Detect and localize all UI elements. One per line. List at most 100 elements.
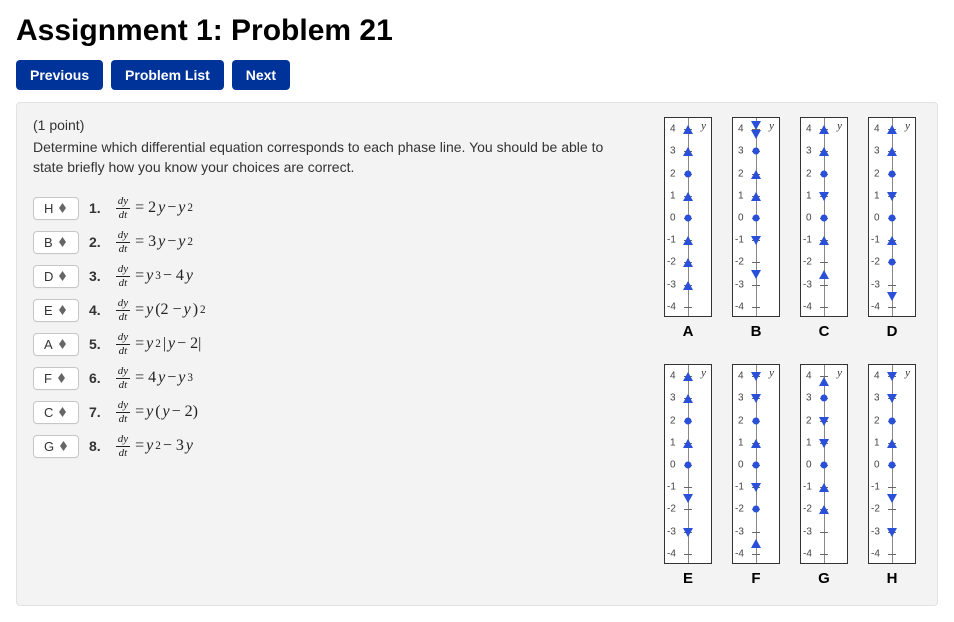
tick-label: -2 [735, 504, 744, 515]
tick-label: 4 [738, 124, 744, 135]
equilibrium-point [685, 170, 692, 177]
equation-list: H 1.dydt = 2y − y2B 2.dydt = 3y − y2D 3.… [33, 196, 637, 459]
equation-number: 6. [89, 370, 101, 386]
arrow-up-icon [819, 236, 829, 245]
equation-number: 3. [89, 268, 101, 284]
equation-row: C 7.dydt = y(y − 2) [33, 400, 637, 425]
tick-label: 4 [874, 371, 880, 382]
axis-label-y: y [837, 120, 842, 132]
equilibrium-point [753, 417, 760, 424]
arrow-down-icon [887, 372, 897, 381]
answer-dropdown[interactable]: B [33, 231, 79, 254]
tick-label: -2 [667, 504, 676, 515]
dropdown-selected-value: E [44, 303, 53, 318]
arrow-down-icon [751, 394, 761, 403]
tick-label: -3 [735, 526, 744, 537]
tick-label: 4 [670, 371, 676, 382]
tick-label: 1 [874, 437, 880, 448]
equation-row: G 8.dydt = y2 − 3y [33, 434, 637, 459]
tick-label: 2 [670, 415, 676, 426]
tick-label: -3 [735, 279, 744, 290]
tick-label: -1 [735, 235, 744, 246]
phase-line-graph: y43210-1-2-3-4 [868, 364, 916, 564]
equation-row: A 5.dydt = y2|y − 2| [33, 332, 637, 357]
equilibrium-point [889, 417, 896, 424]
dropdown-selected-value: G [44, 439, 54, 454]
tick-label: -4 [803, 548, 812, 559]
tick-label: 0 [670, 460, 676, 471]
phase-line-label: D [887, 323, 898, 340]
axis-label-y: y [701, 367, 706, 379]
phase-line-label: G [818, 570, 830, 587]
tick-label: -2 [803, 257, 812, 268]
arrow-up-icon [887, 439, 897, 448]
arrow-up-icon [751, 439, 761, 448]
previous-button[interactable]: Previous [16, 60, 103, 90]
phase-line-cell: y43210-1-2-3-4C [795, 117, 853, 340]
tick-label: 3 [670, 146, 676, 157]
tick-label: -3 [803, 279, 812, 290]
arrow-down-icon [751, 483, 761, 492]
tick-label: -2 [667, 257, 676, 268]
equation-expression: dydt = y(y − 2) [113, 400, 198, 425]
tick-label: 1 [806, 190, 812, 201]
tick-label: 0 [806, 460, 812, 471]
phase-line-label: F [751, 570, 760, 587]
tick-label: 2 [738, 168, 744, 179]
arrow-up-icon [683, 147, 693, 156]
answer-dropdown[interactable]: H [33, 197, 79, 220]
answer-dropdown[interactable]: D [33, 265, 79, 288]
equation-row: B 2.dydt = 3y − y2 [33, 230, 637, 255]
tick-label: 3 [738, 393, 744, 404]
arrow-up-icon [683, 258, 693, 267]
equilibrium-point [821, 395, 828, 402]
tick-label: 3 [806, 146, 812, 157]
tick-label: 1 [738, 190, 744, 201]
dropdown-arrows-icon [59, 305, 66, 315]
tick-label: 4 [806, 371, 812, 382]
phase-line-label: B [751, 323, 762, 340]
equilibrium-point [753, 462, 760, 469]
tick-label: -4 [735, 548, 744, 559]
answer-dropdown[interactable]: E [33, 299, 79, 322]
dropdown-selected-value: A [44, 337, 53, 352]
nav-row: Previous Problem List Next [0, 54, 954, 102]
equilibrium-point [821, 215, 828, 222]
equilibrium-point [685, 417, 692, 424]
phase-line-graph: y43210-1-2-3-4 [800, 364, 848, 564]
tick-label: 4 [874, 124, 880, 135]
arrow-up-icon [683, 125, 693, 134]
page-title: Assignment 1: Problem 21 [0, 0, 954, 54]
arrow-up-icon [887, 236, 897, 245]
dropdown-selected-value: B [44, 235, 53, 250]
arrow-down-icon [683, 528, 693, 537]
problem-panel: (1 point) Determine which differential e… [16, 102, 938, 606]
tick-label: 2 [874, 168, 880, 179]
arrow-down-icon [683, 494, 693, 503]
tick-label: 1 [874, 190, 880, 201]
axis-label-y: y [905, 367, 910, 379]
tick-label: 1 [738, 437, 744, 448]
phase-line-label: A [683, 323, 694, 340]
arrow-down-icon [751, 372, 761, 381]
arrow-down-icon [887, 292, 897, 301]
phase-line-graph: y43210-1-2-3-4 [732, 364, 780, 564]
answer-dropdown[interactable]: F [33, 367, 79, 390]
equation-expression: dydt = y3 − 4y [113, 264, 193, 289]
axis-label-y: y [837, 367, 842, 379]
problem-list-button[interactable]: Problem List [111, 60, 224, 90]
tick-label: 1 [670, 437, 676, 448]
tick-label: -1 [871, 482, 880, 493]
dropdown-selected-value: D [44, 269, 53, 284]
answer-dropdown[interactable]: A [33, 333, 79, 356]
tick-label: -1 [803, 235, 812, 246]
arrow-down-icon [751, 130, 761, 139]
phase-line-cell: y43210-1-2-3-4A [659, 117, 717, 340]
tick-label: -4 [871, 301, 880, 312]
answer-dropdown[interactable]: G [33, 435, 79, 458]
equation-expression: dydt = 2y − y2 [113, 196, 193, 221]
next-button[interactable]: Next [232, 60, 290, 90]
tick-label: 2 [670, 168, 676, 179]
answer-dropdown[interactable]: C [33, 401, 79, 424]
tick-label: -4 [735, 301, 744, 312]
